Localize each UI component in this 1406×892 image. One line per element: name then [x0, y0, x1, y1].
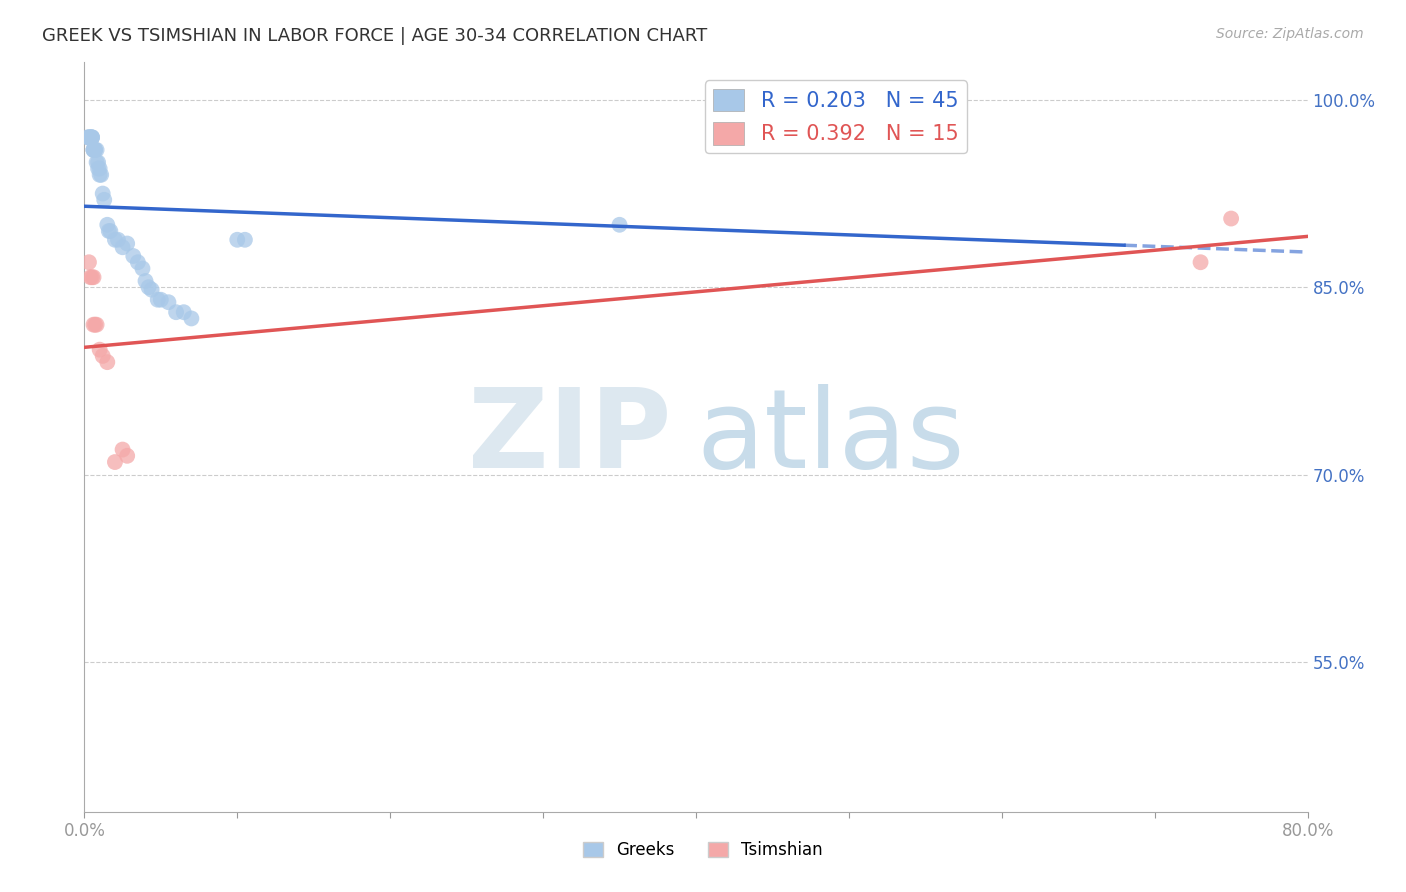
Point	[104, 233, 127, 247]
Point	[111, 442, 134, 457]
Point	[141, 283, 163, 297]
Point	[97, 224, 120, 238]
Point	[77, 130, 100, 145]
Text: ZIP: ZIP	[468, 384, 672, 491]
Point	[96, 355, 118, 369]
Point	[91, 349, 114, 363]
Point	[233, 233, 256, 247]
Point	[83, 143, 105, 157]
Point	[79, 270, 101, 285]
Point	[122, 249, 145, 263]
Text: Source: ZipAtlas.com: Source: ZipAtlas.com	[1216, 27, 1364, 41]
Point	[80, 130, 103, 145]
Point	[89, 161, 111, 176]
Point	[226, 233, 249, 247]
Point	[80, 130, 103, 145]
Point	[87, 161, 110, 176]
Point	[138, 280, 160, 294]
Point	[107, 233, 129, 247]
Point	[86, 143, 108, 157]
Point	[77, 130, 100, 145]
Point	[91, 186, 114, 201]
Point	[80, 130, 103, 145]
Point	[79, 130, 101, 145]
Point	[173, 305, 195, 319]
Point	[83, 143, 105, 157]
Point	[87, 155, 110, 169]
Point	[115, 449, 138, 463]
Text: atlas: atlas	[696, 384, 965, 491]
Point	[86, 155, 108, 169]
Point	[135, 274, 157, 288]
Point	[1189, 255, 1212, 269]
Point	[165, 305, 187, 319]
Point	[83, 270, 105, 285]
Point	[96, 218, 118, 232]
Legend: Greeks, Tsimshian: Greeks, Tsimshian	[576, 835, 830, 866]
Point	[146, 293, 169, 307]
Point	[83, 318, 105, 332]
Point	[609, 218, 631, 232]
Point	[77, 255, 100, 269]
Point	[1220, 211, 1243, 226]
Point	[90, 168, 112, 182]
Point	[86, 318, 108, 332]
Point	[157, 295, 180, 310]
Point	[76, 130, 98, 145]
Point	[84, 143, 107, 157]
Point	[111, 240, 134, 254]
Point	[104, 455, 127, 469]
Legend: R = 0.203   N = 45, R = 0.392   N = 15: R = 0.203 N = 45, R = 0.392 N = 15	[704, 80, 967, 153]
Point	[149, 293, 172, 307]
Point	[98, 224, 121, 238]
Point	[84, 318, 107, 332]
Point	[79, 130, 101, 145]
Point	[115, 236, 138, 251]
Point	[898, 133, 921, 147]
Point	[93, 193, 115, 207]
Point	[84, 143, 107, 157]
Point	[131, 261, 153, 276]
Point	[83, 143, 105, 157]
Point	[89, 168, 111, 182]
Point	[180, 311, 202, 326]
Point	[127, 255, 149, 269]
Point	[89, 343, 111, 357]
Point	[80, 270, 103, 285]
Text: GREEK VS TSIMSHIAN IN LABOR FORCE | AGE 30-34 CORRELATION CHART: GREEK VS TSIMSHIAN IN LABOR FORCE | AGE …	[42, 27, 707, 45]
